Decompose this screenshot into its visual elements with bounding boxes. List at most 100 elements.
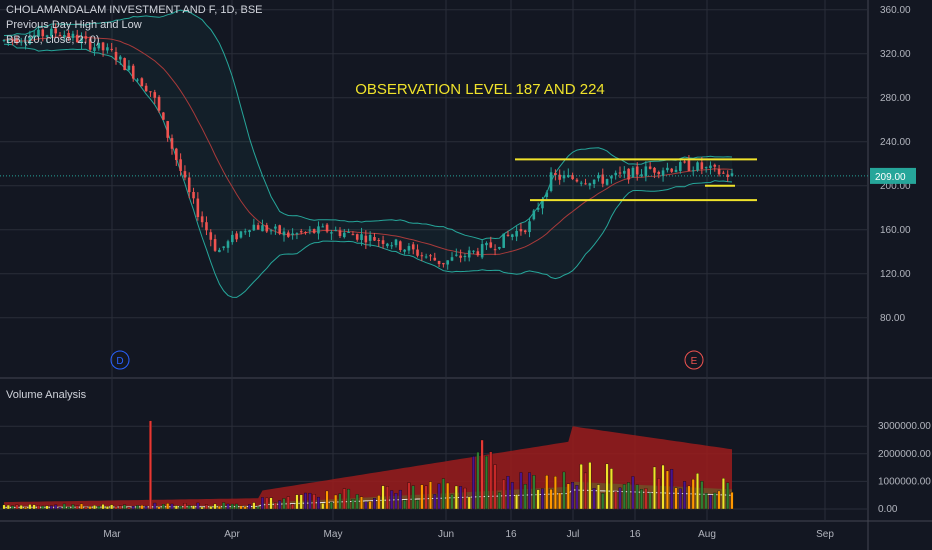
candle-body [601, 174, 605, 184]
volume-bar [226, 503, 230, 510]
candle-body [700, 162, 704, 170]
candle-body [648, 166, 652, 169]
candle-body [515, 230, 518, 237]
candle-body [213, 239, 217, 251]
candle-body [493, 249, 497, 251]
candle-body [618, 172, 622, 174]
volume-bar [308, 492, 312, 510]
volume-bar [674, 487, 678, 510]
candle-body [256, 225, 260, 230]
candle-body [58, 34, 62, 36]
candle-body [97, 42, 101, 49]
volume-bar [665, 470, 669, 510]
time-axis: Mar Apr May Jun 16 Jul 16 Aug Sep [103, 529, 834, 540]
annotation-label-d: D [116, 356, 123, 367]
volume-bar [58, 507, 62, 510]
volume-bar [291, 504, 295, 510]
candle-body [610, 176, 613, 179]
volume-bar [127, 507, 131, 510]
candle-body [467, 250, 471, 258]
volume-tick-label: 3000000.00 [878, 421, 931, 432]
candle-body [709, 165, 712, 169]
candle-body [584, 183, 587, 185]
time-tick-label: Jun [438, 529, 454, 540]
candle-body [252, 224, 256, 231]
volume-bar [485, 455, 488, 510]
time-tick-label: Mar [103, 529, 121, 540]
volume-bar [390, 490, 394, 510]
volume-bar [88, 506, 92, 510]
volume-bar [407, 482, 411, 510]
candle-body [175, 148, 178, 161]
volume-bar [312, 494, 316, 510]
volume-bar [252, 502, 256, 510]
candle-body [248, 230, 251, 233]
volume-bar [670, 469, 674, 510]
volume-bar [704, 493, 708, 510]
price-axis: 80.00 120.00 160.00 200.00 240.00 280.00 320.0… [870, 5, 916, 324]
candle-body [2, 39, 6, 41]
volume-bar [80, 503, 83, 510]
candle-body [15, 39, 19, 44]
indicator-bb: BB (20, close, 2, 0) [6, 34, 100, 46]
candle-body [480, 244, 484, 258]
candle-body [222, 246, 225, 248]
volume-bar [28, 504, 32, 510]
volume-bar [726, 482, 730, 510]
volume-bar [493, 464, 497, 510]
volume-bar [579, 464, 583, 510]
time-tick-label: 16 [505, 529, 517, 540]
volume-bar [377, 495, 381, 510]
volume-bar [467, 496, 471, 510]
volume-bar [200, 506, 204, 510]
candle-body [114, 51, 118, 61]
volume-bar [278, 500, 282, 510]
candle-body [63, 35, 66, 38]
volume-bar [696, 473, 699, 510]
volume-bar [403, 500, 407, 510]
volume-bar [342, 488, 346, 510]
time-tick-label: 16 [629, 529, 641, 540]
volume-bar [347, 488, 351, 510]
candle-body [101, 42, 105, 51]
annotation-circle-d [110, 350, 130, 370]
candle-body [338, 230, 342, 236]
candle-body [231, 234, 234, 243]
volume-bar [657, 478, 661, 510]
volume-bar [549, 489, 553, 510]
volume-bar [261, 497, 264, 510]
volume-bar [101, 504, 105, 510]
candle-body [343, 232, 346, 238]
volume-bar [235, 503, 239, 510]
candle-body [131, 65, 135, 79]
candle-body [153, 92, 157, 98]
volume-bar [179, 505, 183, 510]
volume-bar [566, 483, 570, 510]
volume-bar [317, 496, 320, 510]
candle-body [644, 166, 648, 177]
candle-body [722, 172, 725, 174]
volume-bar [532, 475, 536, 510]
volume-bar [601, 492, 605, 510]
volume-bar [192, 505, 195, 510]
volume-bar [631, 476, 635, 510]
volume-bar [459, 486, 463, 510]
volume-bar [420, 484, 424, 510]
price-tick-label: 160.00 [880, 225, 911, 236]
candle-body [110, 48, 113, 50]
volume-bar [170, 503, 174, 510]
candle-body [37, 29, 40, 37]
volume-bar [433, 494, 437, 510]
volume-bar [114, 506, 118, 510]
volume-bar [161, 504, 165, 510]
candle-body [119, 56, 122, 60]
candle-body [549, 172, 553, 191]
candle-body [463, 256, 467, 258]
candle-body [545, 192, 549, 198]
candle-body [265, 225, 269, 232]
candle-body [476, 251, 480, 256]
candle-body [679, 162, 682, 172]
bb-basis [4, 36, 733, 256]
candle-body [291, 233, 294, 235]
